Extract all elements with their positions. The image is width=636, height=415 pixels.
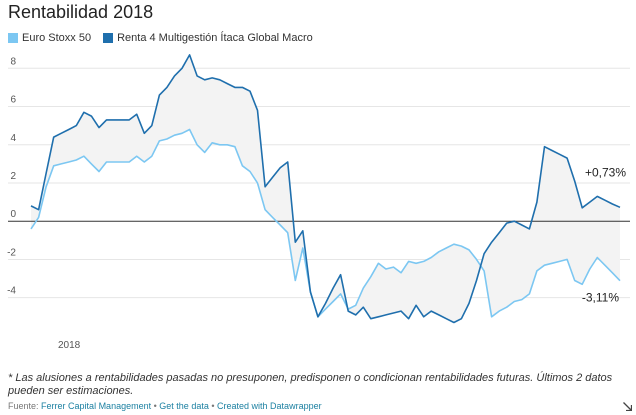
legend-swatch-euro-stoxx: [8, 33, 18, 43]
y-tick-label-6: 6: [10, 95, 16, 106]
disclaimer-note: * Las alusiones a rentabilidades pasadas…: [8, 372, 613, 397]
source-label: Fuente:: [8, 401, 39, 411]
footer-separator-1: •: [153, 401, 157, 411]
y-tick-label-4: 4: [10, 133, 16, 144]
end-label-renta4: +0,73%: [585, 165, 626, 179]
legend-item-euro-stoxx: Euro Stoxx 50: [8, 32, 91, 44]
legend-swatch-renta4: [103, 33, 114, 43]
legend-item-renta4: Renta 4 Multigestión Ítaca Global Macro: [103, 32, 313, 44]
x-tick-label-2018: 2018: [58, 340, 81, 351]
get-data-link[interactable]: Get the data: [159, 401, 209, 411]
y-tick-label-8: 8: [10, 56, 16, 67]
chart-title: Rentabilidad 2018: [8, 2, 154, 22]
y-tick-label-2: 2: [10, 171, 16, 182]
legend-label-renta4: Renta 4 Multigestión Ítaca Global Macro: [117, 32, 313, 44]
y-tick-label--2: -2: [7, 247, 16, 258]
legend-label-euro-stoxx: Euro Stoxx 50: [22, 32, 92, 44]
line-chart: 8 6 4 2 0 -2 -4 2018 +0,73% -3,11%: [7, 54, 630, 351]
footer: Fuente: Ferrer Capital Management • Get …: [8, 401, 322, 411]
source-link[interactable]: Ferrer Capital Management: [41, 401, 152, 411]
series-line-euro-stoxx: [30, 128, 621, 318]
y-tick-label-0: 0: [10, 209, 16, 220]
datawrapper-link[interactable]: Created with Datawrapper: [217, 401, 322, 411]
expand-icon[interactable]: [623, 402, 632, 411]
end-label-euro-stoxx: -3,11%: [582, 291, 619, 305]
legend: Euro Stoxx 50 Renta 4 Multigestión Ítaca…: [8, 31, 325, 45]
y-tick-label--4: -4: [7, 286, 16, 297]
area-between-series: [31, 54, 620, 323]
footer-separator-2: •: [211, 401, 215, 411]
series-line-renta4: [30, 54, 621, 324]
